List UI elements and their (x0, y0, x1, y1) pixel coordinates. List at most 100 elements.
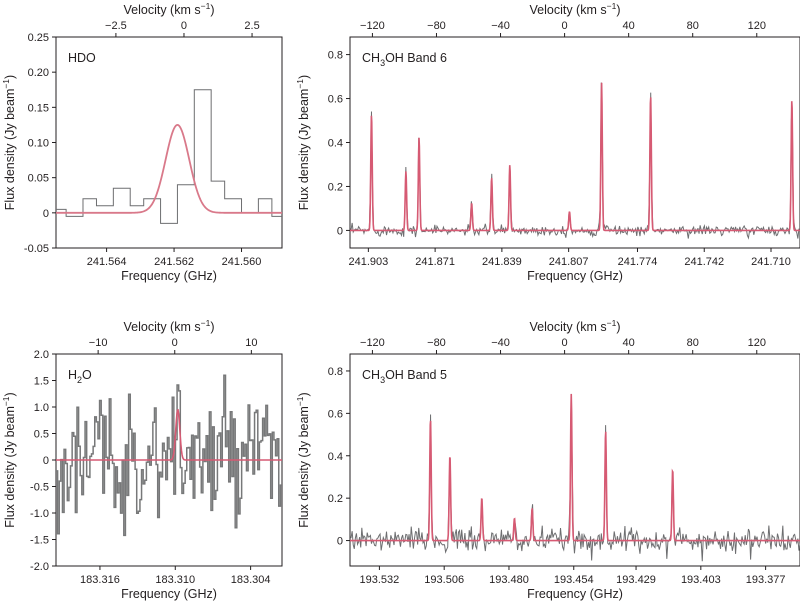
top-tick-label: 0 (562, 337, 568, 349)
top-tick-label: 0 (562, 20, 568, 32)
x-axis-label: Frequency (GHz) (527, 587, 623, 601)
y-tick-label: 0.2 (328, 181, 343, 193)
model-fit (350, 394, 800, 542)
y-tick-label: -2.0 (30, 561, 49, 573)
panel-title: H2O (68, 368, 92, 385)
x-axis-label: Frequency (GHz) (527, 269, 623, 283)
x-tick-label: 193.377 (746, 574, 786, 586)
plot-area (350, 393, 800, 562)
top-tick-label: −120 (360, 20, 385, 32)
observed-spectrum (350, 393, 800, 562)
panel-title: CH3OH Band 6 (362, 51, 447, 68)
y-tick-label: -0.05 (24, 243, 49, 255)
x-tick-label: 193.429 (616, 574, 656, 586)
model-fit (56, 124, 282, 214)
hdo-panel: 241.564 241.562 241.560 -0.05 0 0.05 0.10 0.15 0… (1, 1, 283, 283)
ch3oh-band5-panel: 193.532 193.506 193.480 193.454 193.429 193.4… (295, 318, 800, 601)
y-tick-label: 1.5 (34, 376, 49, 388)
y-tick-label: 0.8 (328, 50, 343, 62)
x-tick-label: 183.310 (155, 574, 195, 586)
observed-spectrum (56, 374, 282, 537)
top-tick-label: −120 (360, 337, 385, 349)
top-tick-label: 40 (623, 337, 635, 349)
top-axis-label: Velocity (km s−1) (530, 318, 621, 334)
x-tick-label: 241.742 (684, 256, 724, 268)
ch3oh-band6-panel: 241.903 241.871 241.839 241.807 241.774 241.7… (295, 1, 800, 283)
y-tick-label: 0 (43, 208, 49, 220)
x-tick-label: 241.774 (618, 256, 658, 268)
top-axis-label: Velocity (km s−1) (124, 318, 215, 334)
x-tick-label: 193.532 (360, 574, 400, 586)
x-tick-label: 241.562 (154, 256, 194, 268)
plot-area (350, 82, 800, 240)
y-axis-label: Flux density (Jy beam−1) (1, 392, 17, 527)
top-tick-label: 0 (172, 337, 178, 349)
y-axis-label: Flux density (Jy beam−1) (295, 75, 311, 210)
y-tick-label: 0.8 (328, 366, 343, 378)
top-tick-label: 2.5 (244, 20, 259, 32)
x-tick-label: 241.903 (348, 256, 388, 268)
h2o-panel: 183.316 183.310 183.304 -2.0 -1.5 -1.0 -0.5 0 0.… (1, 318, 283, 601)
top-tick-label: 120 (748, 20, 766, 32)
y-tick-label: -1.5 (30, 535, 49, 547)
y-tick-label: 0 (337, 536, 343, 548)
top-tick-label: 40 (623, 20, 635, 32)
y-tick-label: 0.4 (328, 451, 343, 463)
plot-area (56, 89, 282, 224)
panel-title: CH3OH Band 5 (362, 368, 447, 385)
top-tick-label: −10 (89, 337, 108, 349)
x-tick-label: 193.480 (489, 574, 529, 586)
top-axis-label: Velocity (km s−1) (530, 1, 621, 17)
y-tick-label: 0.05 (28, 173, 49, 185)
x-tick-label: 241.560 (222, 256, 262, 268)
top-tick-label: 10 (245, 337, 257, 349)
plot-frame (349, 353, 800, 567)
top-tick-label: −80 (427, 20, 446, 32)
x-tick-label: 193.454 (554, 574, 594, 586)
x-tick-label: 241.807 (549, 256, 589, 268)
x-tick-label: 193.506 (424, 574, 464, 586)
y-tick-label: 0.6 (328, 94, 343, 106)
y-tick-label: 0.15 (28, 102, 49, 114)
model-fit (56, 408, 282, 461)
y-tick-label: 0.25 (28, 32, 49, 44)
y-tick-label: 1.0 (34, 402, 49, 414)
x-tick-label: 193.403 (681, 574, 721, 586)
top-tick-label: −40 (491, 337, 510, 349)
y-tick-label: -1.0 (30, 508, 49, 520)
x-tick-label: 183.316 (80, 574, 120, 586)
observed-spectrum (350, 82, 800, 240)
y-tick-label: 0 (43, 455, 49, 467)
y-tick-label: -0.5 (30, 482, 49, 494)
y-tick-label: 0.4 (328, 138, 343, 150)
y-tick-label: 2.0 (34, 349, 49, 361)
y-tick-label: 0.5 (34, 429, 49, 441)
top-tick-label: 0 (181, 20, 187, 32)
y-axis-label: Flux density (Jy beam−1) (1, 75, 17, 210)
observed-spectrum (56, 89, 282, 224)
top-tick-label: −80 (427, 337, 446, 349)
x-axis-label: Frequency (GHz) (121, 269, 217, 283)
x-tick-label: 183.304 (231, 574, 271, 586)
x-axis-label: Frequency (GHz) (121, 587, 217, 601)
top-tick-label: −40 (491, 20, 510, 32)
x-tick-label: 241.839 (482, 256, 522, 268)
x-tick-label: 241.871 (415, 256, 455, 268)
y-tick-label: 0.20 (28, 67, 49, 79)
top-tick-label: 120 (748, 337, 766, 349)
panel-title: HDO (68, 51, 96, 65)
y-axis-label: Flux density (Jy beam−1) (295, 392, 311, 527)
top-tick-label: −2.5 (105, 20, 127, 32)
x-tick-label: 241.710 (751, 256, 791, 268)
y-tick-label: 0.2 (328, 493, 343, 505)
plot-area (56, 374, 282, 537)
top-tick-label: 80 (687, 337, 699, 349)
y-tick-label: 0.6 (328, 408, 343, 420)
y-tick-label: 0.10 (28, 138, 49, 150)
y-tick-label: 0 (337, 225, 343, 237)
top-tick-label: 80 (687, 20, 699, 32)
model-fit (350, 82, 800, 232)
x-tick-label: 241.564 (87, 256, 127, 268)
top-axis-label: Velocity (km s−1) (124, 1, 215, 17)
